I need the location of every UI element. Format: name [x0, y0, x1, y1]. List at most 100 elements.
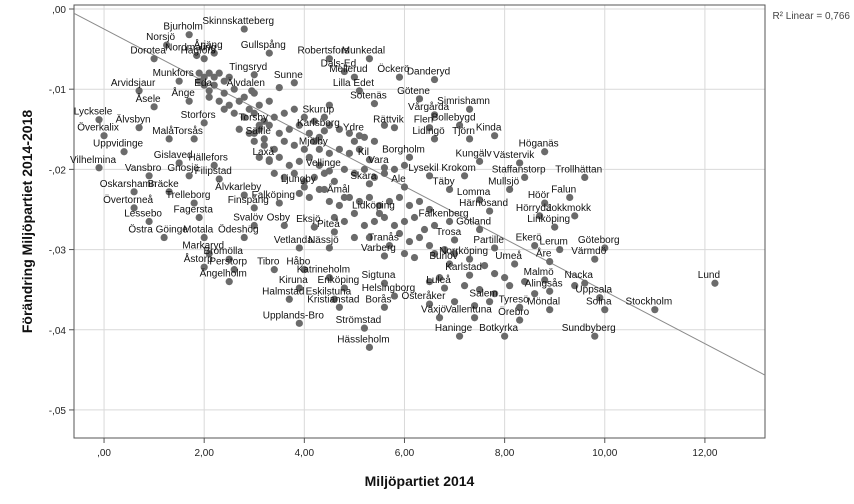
point-label: Karlsborg [297, 118, 340, 129]
data-point [375, 201, 384, 210]
data-point [546, 257, 554, 266]
data-point [280, 173, 288, 181]
point-label: Vallentuna [445, 305, 492, 316]
data-point [556, 245, 564, 254]
point-label: Stockholm [625, 297, 672, 308]
point-label: Västervik [493, 150, 535, 161]
data-point [425, 172, 434, 180]
data-point [220, 105, 228, 113]
data-point [360, 165, 369, 173]
point-label: Falkenberg [419, 209, 469, 220]
point-label: Salem [469, 289, 497, 300]
data-point [365, 55, 374, 63]
point-label: Motala [183, 225, 213, 236]
point-label: Bollebygd [432, 112, 476, 123]
point-label: Filipstad [195, 166, 232, 177]
point-label: Möndal [527, 297, 560, 308]
data-point [95, 164, 103, 172]
data-point [440, 284, 449, 292]
point-label: Torsby [239, 112, 268, 123]
point-label: Tyresö [499, 294, 529, 305]
axis-ticks: ,00 2,00 4,00 6,00 8,00 10,00 12,00 ,00 -,01 -,02… [49, 5, 718, 459]
point-label: Kungälv [456, 148, 492, 159]
point-label: Katrineholm [297, 265, 350, 276]
data-point [475, 196, 484, 204]
data-point [165, 188, 173, 196]
point-label: Tranås [368, 232, 399, 244]
data-point [390, 124, 399, 132]
point-label: Lidköping [352, 200, 395, 211]
data-point [145, 172, 153, 180]
data-point [225, 255, 233, 263]
data-point [450, 236, 459, 244]
point-label: Skara [350, 171, 377, 182]
point-label: Säffle [246, 126, 272, 137]
point-label: Strömstad [336, 315, 382, 326]
point-label: Oskarshamn [100, 179, 157, 190]
data-point [516, 303, 524, 311]
data-point [305, 193, 313, 202]
y-tick-label: -,05 [49, 406, 67, 417]
data-point [380, 169, 389, 177]
data-point [120, 148, 128, 156]
point-label: Lidingö [412, 126, 445, 137]
data-point [571, 282, 579, 290]
data-point [335, 145, 343, 153]
data-point [370, 173, 379, 181]
data-point [280, 137, 288, 145]
data-point [320, 127, 328, 135]
point-label: Krokom [441, 163, 475, 174]
data-point [175, 159, 183, 167]
data-point [295, 189, 303, 198]
point-label: Örebro [498, 306, 530, 318]
point-label: Linköping [527, 214, 570, 225]
data-point [465, 135, 474, 143]
data-point [340, 67, 348, 76]
data-point [395, 73, 404, 81]
data-point [365, 343, 374, 351]
data-point [491, 270, 499, 278]
point-label: Åre [536, 247, 552, 260]
point-label: Munkfors [153, 68, 194, 79]
point-label: Ydre [343, 123, 365, 134]
data-point [480, 262, 489, 270]
point-label: Vetlanda [274, 235, 313, 246]
data-point [335, 201, 343, 210]
point-label: Trollhättan [555, 164, 602, 175]
point-label: Vilhelmina [70, 155, 116, 166]
data-point [465, 255, 474, 263]
data-point [430, 111, 439, 119]
data-point [230, 109, 238, 117]
data-point [135, 124, 143, 132]
data-point [325, 121, 333, 129]
data-point [290, 169, 298, 177]
data-point [265, 49, 273, 57]
point-label: Uppsala [575, 285, 612, 296]
data-point [400, 249, 409, 258]
point-label: Ödeshög [218, 224, 259, 236]
point-label: Älvkarleby [215, 181, 261, 193]
y-tick-label: -,03 [49, 246, 67, 257]
point-label: Borås [365, 293, 391, 305]
data-point [415, 95, 424, 103]
point-label: Dorotea [130, 46, 166, 57]
data-point [501, 332, 509, 340]
point-label: Falköping [252, 190, 295, 201]
point-label: Halmstad [262, 286, 304, 297]
data-point [345, 193, 353, 202]
data-point [175, 77, 183, 85]
data-point [340, 217, 348, 226]
grid-lines [74, 5, 765, 438]
point-label: Munkedal [342, 46, 385, 57]
point-label: Burlöv [429, 251, 457, 262]
point-label: Eskilstuna [306, 286, 352, 297]
data-point [365, 233, 374, 242]
data-point [310, 173, 318, 181]
data-point [325, 55, 333, 63]
point-label: Sundbyberg [562, 323, 616, 334]
point-label: Vellinge [306, 158, 341, 169]
data-point [240, 113, 248, 121]
data-point [240, 233, 248, 242]
data-point [295, 319, 303, 327]
